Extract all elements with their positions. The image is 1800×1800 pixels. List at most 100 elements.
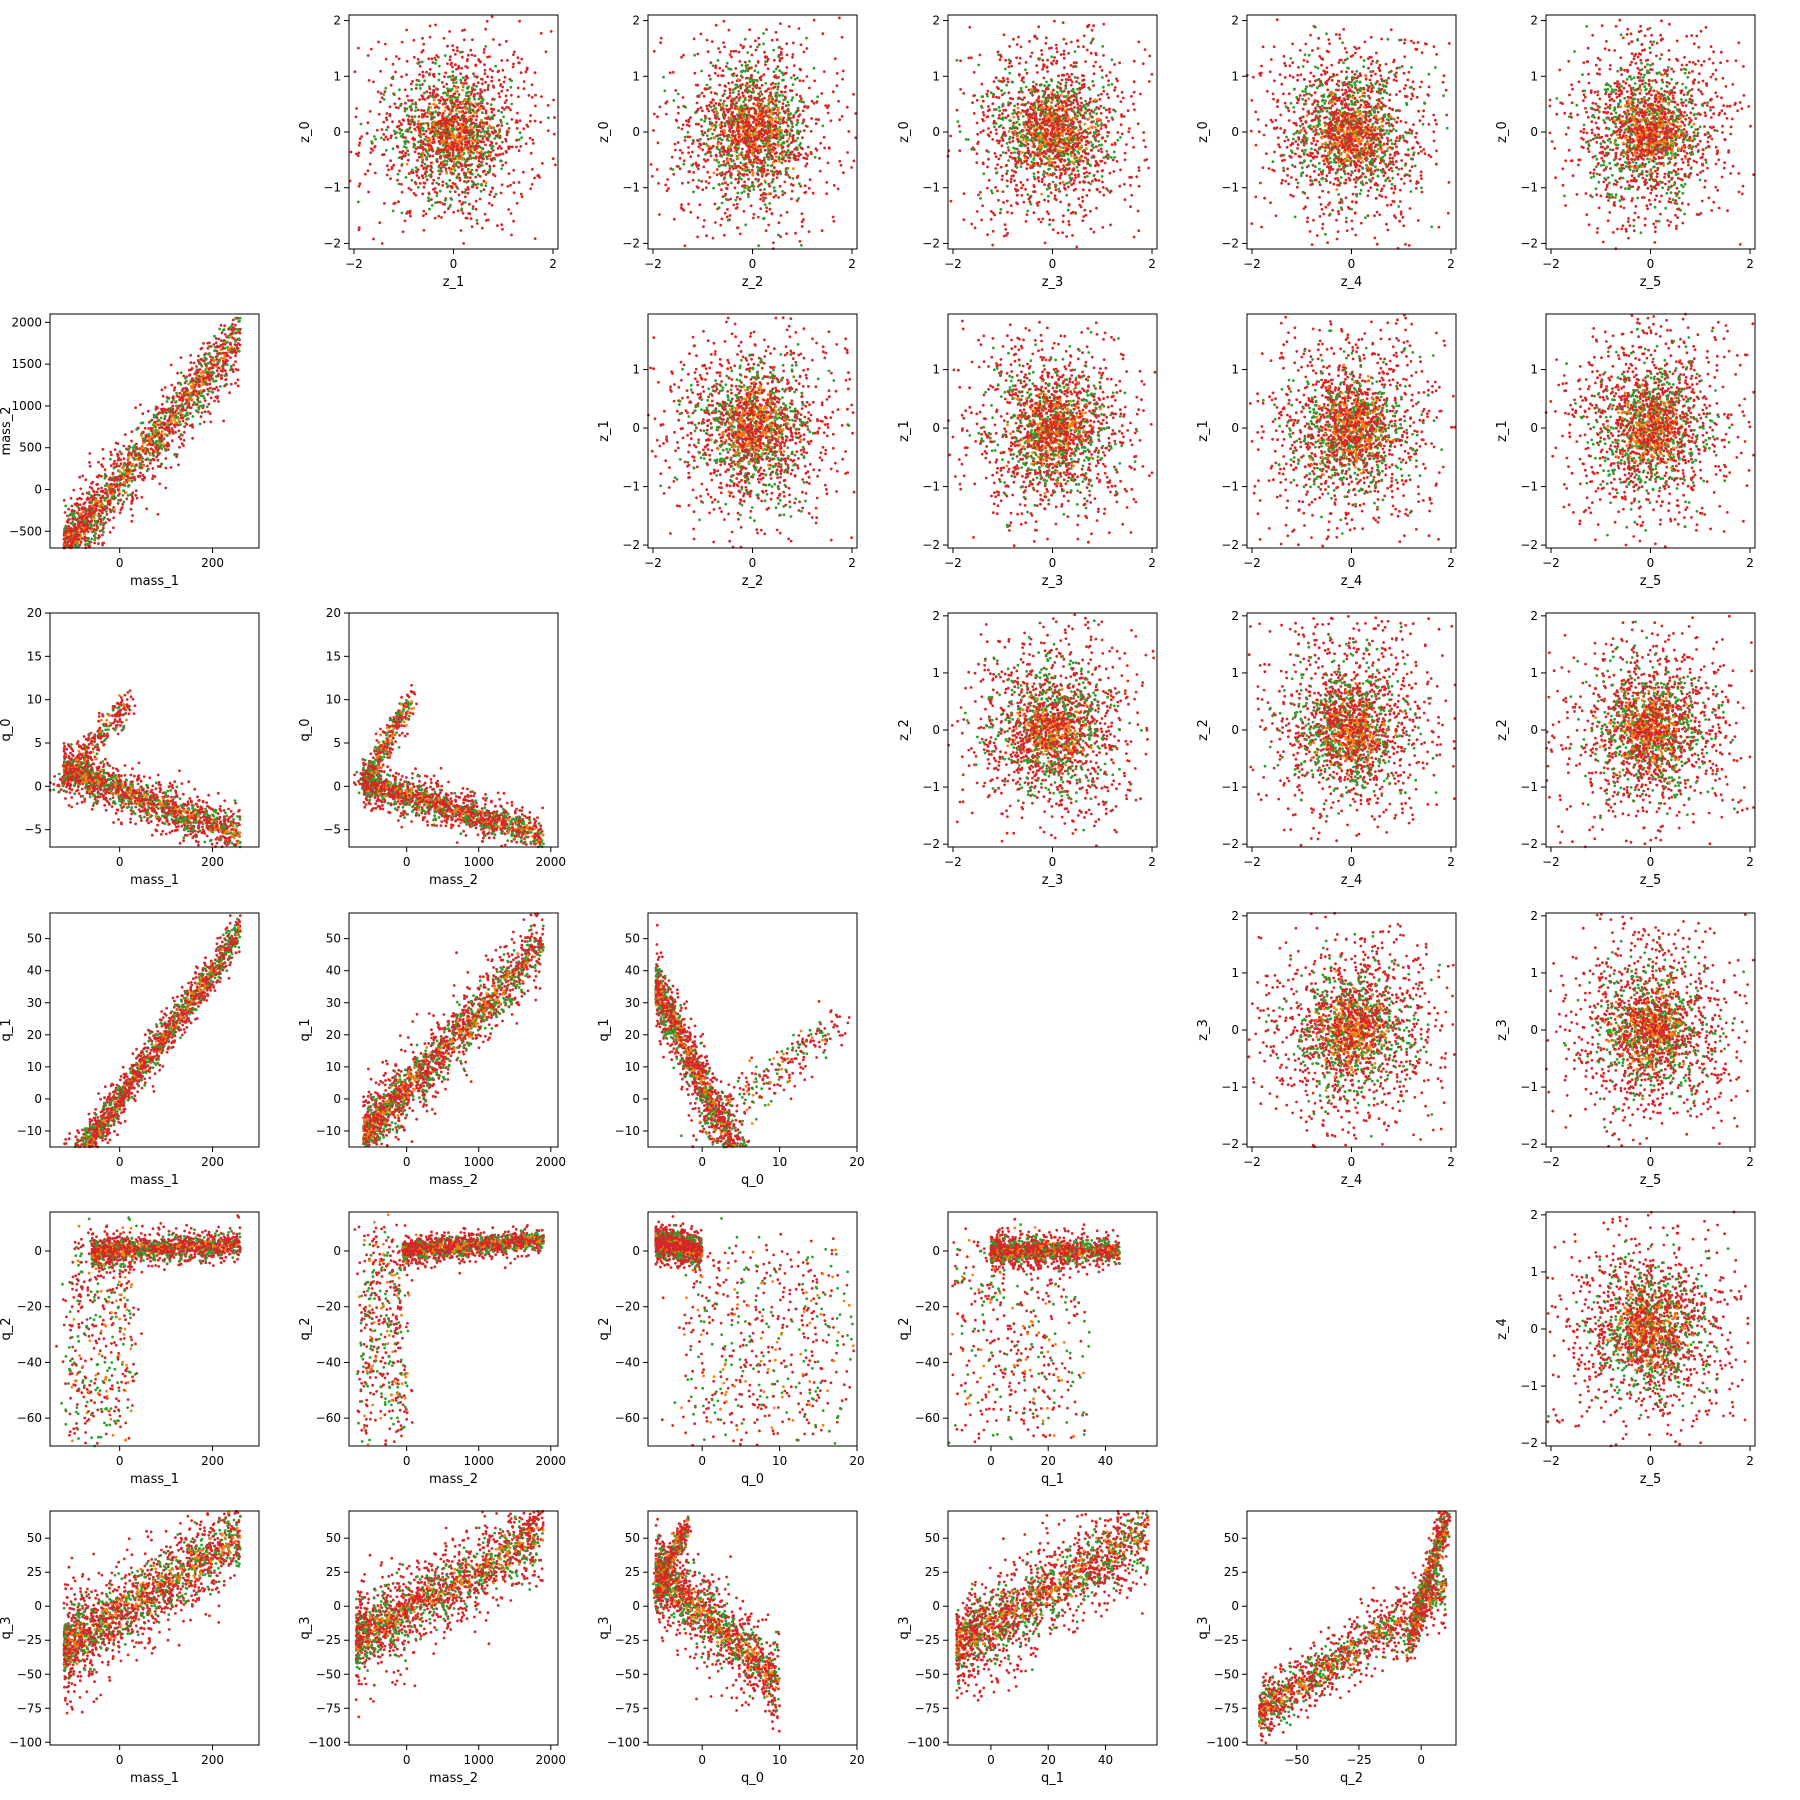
primary-point [528, 94, 531, 97]
primary-point [380, 92, 383, 95]
secondary-point [428, 199, 431, 202]
primary-point [501, 164, 504, 167]
primary-point [468, 203, 471, 206]
secondary-point [385, 129, 388, 132]
primary-point [530, 152, 533, 155]
primary-point [520, 71, 523, 74]
primary-point [458, 194, 461, 197]
primary-point [367, 54, 370, 57]
primary-point [439, 173, 442, 176]
primary-point [421, 37, 424, 40]
primary-point [498, 92, 501, 95]
secondary-point [412, 143, 415, 146]
secondary-point [357, 201, 360, 204]
secondary-point [393, 130, 396, 133]
primary-point [452, 49, 455, 52]
primary-point [377, 41, 380, 44]
primary-point [533, 177, 536, 180]
secondary-point [405, 146, 408, 149]
primary-point [526, 68, 529, 71]
primary-point [529, 137, 532, 140]
secondary-point [467, 85, 470, 88]
primary-point [457, 173, 460, 176]
primary-point [383, 202, 386, 205]
primary-point [385, 58, 388, 61]
primary-point [516, 121, 519, 124]
secondary-point [510, 80, 513, 83]
primary-point [480, 161, 483, 164]
primary-point [429, 68, 432, 71]
primary-point [475, 200, 478, 203]
primary-point [383, 138, 386, 141]
secondary-point [425, 156, 428, 159]
primary-point [441, 184, 444, 187]
primary-point [457, 209, 460, 212]
secondary-point [414, 115, 417, 118]
primary-point [422, 210, 425, 213]
primary-point [438, 99, 441, 102]
primary-point [417, 109, 420, 112]
primary-point [386, 138, 389, 141]
primary-point [416, 159, 419, 162]
primary-point [487, 219, 490, 222]
secondary-point [465, 92, 468, 95]
primary-point [513, 191, 516, 194]
primary-point [434, 217, 437, 220]
secondary-point [443, 159, 446, 162]
secondary-point [478, 163, 481, 166]
secondary-point [384, 87, 387, 90]
primary-point [421, 193, 424, 196]
secondary-point [380, 137, 383, 140]
primary-point [415, 182, 418, 185]
primary-point [502, 152, 505, 155]
primary-point [462, 212, 465, 215]
secondary-point [465, 94, 468, 97]
secondary-point [487, 130, 490, 133]
primary-point [491, 70, 494, 73]
primary-point [427, 165, 430, 168]
primary-point [357, 152, 360, 155]
primary-point [486, 102, 489, 105]
primary-point [471, 225, 474, 228]
primary-point [439, 201, 442, 204]
primary-point [368, 79, 371, 82]
primary-point [423, 229, 426, 232]
primary-point [411, 80, 414, 83]
secondary-point [400, 129, 403, 132]
primary-point [359, 182, 362, 185]
primary-point [507, 147, 510, 150]
secondary-point [491, 115, 494, 118]
primary-point [521, 196, 524, 199]
primary-point [422, 177, 425, 180]
primary-point [501, 228, 504, 231]
secondary-point [460, 207, 463, 210]
primary-point [552, 157, 555, 160]
primary-point [461, 29, 464, 32]
primary-point [457, 67, 460, 70]
primary-point [410, 99, 413, 102]
primary-point [392, 63, 395, 66]
primary-point [456, 49, 459, 52]
primary-point [464, 78, 467, 81]
secondary-point [436, 194, 439, 197]
primary-point [504, 138, 507, 141]
secondary-point [463, 191, 466, 194]
primary-point [430, 57, 433, 60]
primary-point [419, 123, 422, 126]
primary-point [493, 195, 496, 198]
secondary-point [518, 138, 521, 141]
primary-point [417, 152, 420, 155]
secondary-point [501, 141, 504, 144]
primary-point [488, 202, 491, 205]
primary-point [431, 147, 434, 150]
primary-point [382, 133, 385, 136]
primary-point [397, 107, 400, 110]
secondary-point [468, 105, 471, 108]
primary-point [512, 169, 515, 172]
primary-point [448, 30, 451, 33]
secondary-point [477, 183, 480, 186]
primary-point [492, 38, 495, 41]
secondary-point [489, 169, 492, 172]
primary-point [405, 73, 408, 76]
primary-point [491, 204, 494, 207]
